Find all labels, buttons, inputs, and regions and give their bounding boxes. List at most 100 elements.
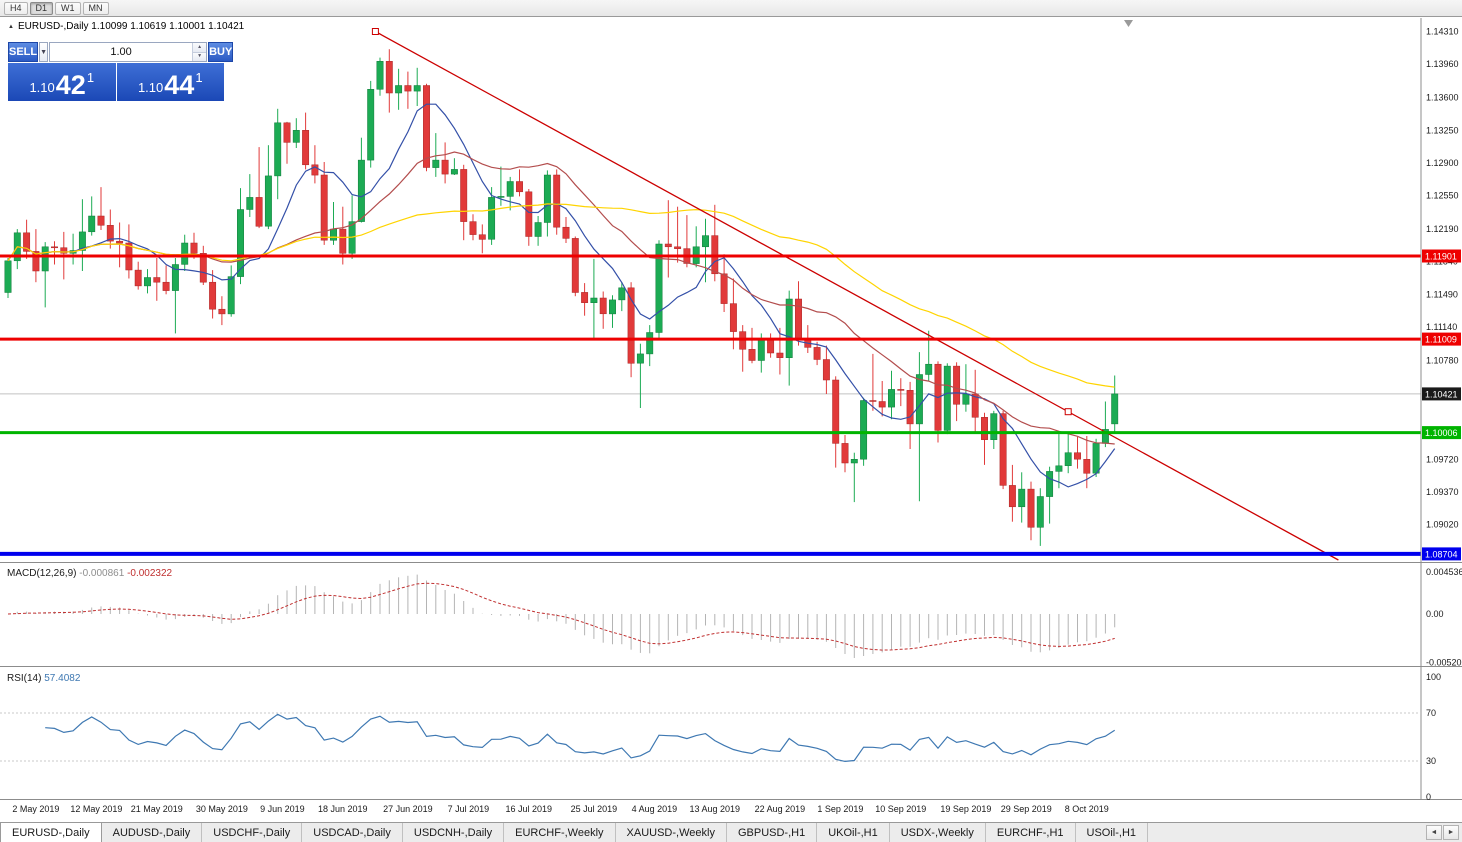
svg-text:70: 70 [1426,708,1436,718]
trade-controls-row: SELL ▼ ▲ ▼ BUY [8,42,234,62]
svg-text:27 Jun 2019: 27 Jun 2019 [383,804,433,814]
ask-price-pip: 1 [195,70,203,85]
tab-usdcnh-daily[interactable]: USDCNH-,Daily [403,823,505,842]
bid-ask-row: 1.10 42 1 1.10 44 1 [8,63,224,101]
svg-text:100: 100 [1426,672,1441,682]
svg-text:1.11140: 1.11140 [1426,322,1457,332]
svg-text:1.08704: 1.08704 [1425,549,1458,559]
macd-name: MACD(12,26,9) [7,568,77,579]
level-price-label: 1.11009 [1422,332,1461,346]
svg-text:1.14310: 1.14310 [1426,27,1459,37]
timeframe-w1-button[interactable]: W1 [55,1,81,15]
moving-averages [7,103,1116,488]
svg-text:1.10006: 1.10006 [1425,428,1458,438]
macd-main-value: -0.000861 [79,568,125,579]
volume-spinner: ▲ ▼ [192,43,207,61]
svg-text:21 May 2019: 21 May 2019 [131,804,183,814]
svg-text:16 Jul 2019: 16 Jul 2019 [506,804,553,814]
svg-text:22 Aug 2019: 22 Aug 2019 [755,804,806,814]
svg-text:1.12190: 1.12190 [1426,224,1459,234]
rsi-indicator-label: RSI(14) 57.4082 [7,673,80,684]
level-price-label: 1.10006 [1422,426,1461,440]
svg-text:1.10780: 1.10780 [1426,356,1459,366]
svg-text:0: 0 [1426,792,1431,802]
volume-input[interactable] [50,43,193,61]
timeframe-mn-button[interactable]: MN [82,1,109,15]
svg-text:1.11009: 1.11009 [1425,335,1457,345]
chart-ohlc-header: ▲ EURUSD-,Daily 1.10099 1.10619 1.10001 … [8,21,244,32]
svg-text:2 May 2019: 2 May 2019 [12,804,59,814]
svg-text:0.004536: 0.004536 [1426,567,1462,577]
svg-text:1.10421: 1.10421 [1425,389,1458,399]
svg-text:1.09720: 1.09720 [1426,454,1459,464]
tab-xauusd-weekly[interactable]: XAUUSD-,Weekly [616,823,727,842]
chart-tabbar: EURUSD-,Daily AUDUSD-,Daily USDCHF-,Dail… [0,822,1462,842]
tab-eurchf-h1[interactable]: EURCHF-,H1 [986,823,1076,842]
bid-price-panel[interactable]: 1.10 42 1 [8,63,116,101]
svg-text:-0.005205: -0.005205 [1426,657,1462,667]
bid-price-prefix: 1.10 [29,80,55,95]
svg-text:1.13960: 1.13960 [1426,59,1459,69]
chart-ohlc-text: EURUSD-,Daily 1.10099 1.10619 1.10001 1.… [17,21,245,32]
svg-text:1.13250: 1.13250 [1426,125,1459,135]
svg-text:13 Aug 2019: 13 Aug 2019 [690,804,741,814]
chart-shift-marker[interactable] [1124,20,1133,27]
svg-text:12 May 2019: 12 May 2019 [70,804,122,814]
tab-usdcad-daily[interactable]: USDCAD-,Daily [302,823,403,842]
level-price-label: 1.11901 [1422,249,1461,263]
tab-eurchf-weekly[interactable]: EURCHF-,Weekly [504,823,616,842]
svg-text:1.09370: 1.09370 [1426,487,1459,497]
tab-scroll-left-button[interactable]: ◄ [1426,825,1442,840]
volume-decrease-button[interactable]: ▼ [193,52,207,61]
tab-scroll-right-button[interactable]: ► [1443,825,1459,840]
tab-usoil-h1[interactable]: USOil-,H1 [1076,823,1149,842]
macd-indicator: 0.004536 0.00 -0.005205 [7,567,1462,667]
horizontal-levels[interactable] [0,254,1421,556]
macd-signal-value: -0.002322 [127,568,173,579]
bid-price-pip: 1 [86,70,95,85]
svg-text:7 Jul 2019: 7 Jul 2019 [448,804,490,814]
tab-usdchf-daily[interactable]: USDCHF-,Daily [202,823,303,842]
time-axis: 2 May 2019 12 May 2019 21 May 2019 30 May 2… [12,804,1108,814]
volume-dropdown-button[interactable]: ▼ [39,42,49,62]
svg-text:30: 30 [1426,756,1436,766]
timeframe-d1-button[interactable]: D1 [29,1,54,15]
rsi-indicator: 100 70 30 0 [0,672,1441,802]
svg-text:1.12550: 1.12550 [1426,191,1459,201]
chart-background [0,17,1462,821]
svg-text:1.09020: 1.09020 [1426,520,1459,530]
timeframe-h4-button[interactable]: H4 [4,1,28,15]
buy-button[interactable]: BUY [208,42,234,62]
symbol-marker-icon: ▲ [8,23,14,30]
tab-ukoil-h1[interactable]: UKOil-,H1 [817,823,890,842]
descending-trendline[interactable] [371,28,1339,561]
svg-text:25 Jul 2019: 25 Jul 2019 [571,804,618,814]
rsi-value: 57.4082 [44,673,81,684]
chart-canvas[interactable]: 1.14310 1.13960 1.13600 1.13250 1.12900 1.125… [0,0,1462,822]
tab-usdx-weekly[interactable]: USDX-,Weekly [890,823,986,842]
tab-eurusd-daily[interactable]: EURUSD-,Daily [0,823,102,842]
svg-text:8 Oct 2019: 8 Oct 2019 [1065,804,1109,814]
svg-text:1.13600: 1.13600 [1426,93,1459,103]
svg-text:10 Sep 2019: 10 Sep 2019 [875,804,926,814]
volume-increase-button[interactable]: ▲ [193,43,207,53]
tab-audusd-daily[interactable]: AUDUSD-,Daily [102,823,203,842]
svg-text:18 Jun 2019: 18 Jun 2019 [318,804,368,814]
level-price-label: 1.08704 [1422,547,1461,561]
svg-text:1 Sep 2019: 1 Sep 2019 [817,804,863,814]
ask-price-main: 44 [164,70,195,100]
current-price-label: 1.10421 [1422,387,1461,401]
svg-text:1.12900: 1.12900 [1426,158,1459,168]
svg-text:19 Sep 2019: 19 Sep 2019 [940,804,991,814]
ask-price-panel[interactable]: 1.10 44 1 [116,63,224,101]
svg-text:30 May 2019: 30 May 2019 [196,804,248,814]
ask-price-prefix: 1.10 [137,80,164,95]
sell-button[interactable]: SELL [8,42,39,62]
macd-indicator-label: MACD(12,26,9) -0.000861 -0.002322 [7,568,172,579]
tab-gbpusd-h1[interactable]: GBPUSD-,H1 [727,823,818,842]
bid-price-main: 42 [55,70,86,100]
svg-text:9 Jun 2019: 9 Jun 2019 [260,804,305,814]
timeframe-toolbar: H4 D1 W1 MN [0,0,1462,17]
